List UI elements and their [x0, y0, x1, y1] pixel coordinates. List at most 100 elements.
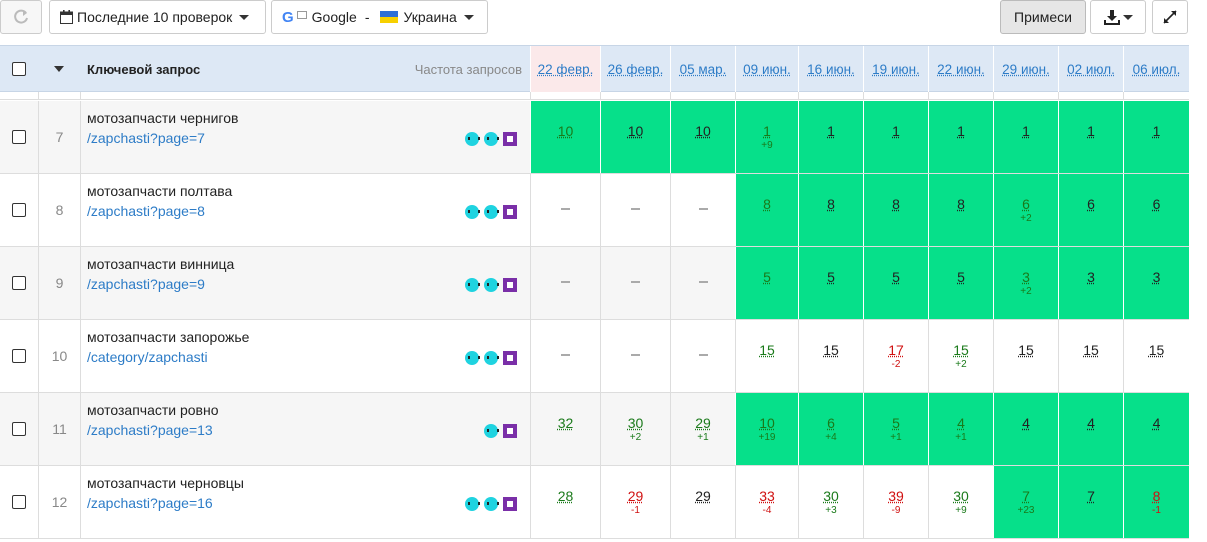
position-cell[interactable]: 4 +1 — [928, 393, 993, 465]
frequency-header[interactable]: Частота запросов — [414, 61, 522, 77]
serp-feature-icon[interactable] — [484, 205, 499, 219]
position-cell[interactable]: 4 — [1123, 393, 1189, 465]
date-column-header[interactable]: 19 июн. — [863, 46, 928, 92]
row-checkbox[interactable] — [12, 276, 26, 290]
position-cell[interactable]: 7 +23 — [993, 466, 1058, 538]
position-cell[interactable]: 1 — [863, 101, 928, 173]
position-cell[interactable]: 5 — [863, 247, 928, 319]
landing-url-link[interactable]: /zapchasti?page=16 — [87, 495, 213, 511]
date-column-header[interactable]: 22 июн. — [928, 46, 993, 92]
position-cell[interactable]: 30 +2 — [600, 393, 670, 465]
serp-feature-icon[interactable] — [484, 424, 499, 438]
position-cell[interactable]: 29 — [670, 466, 735, 538]
snippet-square-icon[interactable] — [503, 205, 517, 219]
landing-url-link[interactable]: /zapchasti?page=7 — [87, 130, 205, 146]
position-cell[interactable]: 8 -1 — [1123, 466, 1189, 538]
serp-feature-icon[interactable] — [484, 132, 499, 146]
serp-feature-icon[interactable] — [465, 278, 480, 292]
position-cell[interactable]: 15 — [798, 320, 863, 392]
date-column-header[interactable]: 22 февр. — [530, 46, 600, 92]
select-all-checkbox[interactable] — [12, 62, 26, 76]
serp-feature-icon[interactable] — [484, 278, 499, 292]
mixes-button[interactable]: Примеси — [1000, 0, 1086, 34]
date-column-header[interactable]: 05 мар. — [670, 46, 735, 92]
position-cell[interactable]: 5 — [928, 247, 993, 319]
position-cell[interactable]: 8 — [798, 174, 863, 246]
row-checkbox[interactable] — [12, 130, 26, 144]
snippet-square-icon[interactable] — [503, 424, 517, 438]
position-cell[interactable]: 39 -9 — [863, 466, 928, 538]
serp-feature-icon[interactable] — [484, 497, 499, 511]
position-cell[interactable]: 29 -1 — [600, 466, 670, 538]
date-column-header[interactable]: 09 июн. — [735, 46, 798, 92]
landing-url-link[interactable]: /zapchasti?page=9 — [87, 276, 205, 292]
snippet-square-icon[interactable] — [503, 497, 517, 511]
position-cell[interactable]: 17 -2 — [863, 320, 928, 392]
position-cell[interactable] — [530, 174, 600, 246]
position-cell[interactable]: 1 — [1123, 101, 1189, 173]
position-cell[interactable]: 8 — [863, 174, 928, 246]
position-cell[interactable]: 15 — [735, 320, 798, 392]
position-cell[interactable]: 5 +1 — [863, 393, 928, 465]
position-cell[interactable]: 32 — [530, 393, 600, 465]
position-cell[interactable] — [600, 174, 670, 246]
position-cell[interactable]: 1 +9 — [735, 101, 798, 173]
position-cell[interactable]: 3 — [1058, 247, 1123, 319]
period-dropdown[interactable]: Последние 10 проверок — [49, 0, 266, 34]
position-cell[interactable] — [600, 247, 670, 319]
position-cell[interactable] — [530, 320, 600, 392]
serp-feature-icon[interactable] — [465, 497, 480, 511]
position-cell[interactable]: 15 — [1123, 320, 1189, 392]
position-cell[interactable] — [670, 247, 735, 319]
position-cell[interactable]: 4 — [993, 393, 1058, 465]
row-checkbox[interactable] — [12, 422, 26, 436]
sort-toggle[interactable] — [38, 46, 80, 92]
position-cell[interactable] — [670, 174, 735, 246]
keyword-header[interactable]: Ключевой запрос — [87, 61, 201, 77]
position-cell[interactable] — [600, 320, 670, 392]
snippet-square-icon[interactable] — [503, 278, 517, 292]
position-cell[interactable]: 7 — [1058, 466, 1123, 538]
position-cell[interactable]: 4 — [1058, 393, 1123, 465]
position-cell[interactable]: 1 — [798, 101, 863, 173]
position-cell[interactable]: 3 — [1123, 247, 1189, 319]
position-cell[interactable]: 30 +9 — [928, 466, 993, 538]
row-checkbox[interactable] — [12, 349, 26, 363]
position-cell[interactable]: 5 — [798, 247, 863, 319]
position-cell[interactable]: 15 — [1058, 320, 1123, 392]
position-cell[interactable] — [670, 320, 735, 392]
date-column-header[interactable]: 29 июн. — [993, 46, 1058, 92]
position-cell[interactable]: 6 — [1058, 174, 1123, 246]
date-column-header[interactable]: 06 июл. — [1123, 46, 1189, 92]
position-cell[interactable]: 28 — [530, 466, 600, 538]
snippet-square-icon[interactable] — [503, 351, 517, 365]
position-cell[interactable]: 6 +4 — [798, 393, 863, 465]
position-cell[interactable] — [530, 247, 600, 319]
serp-feature-icon[interactable] — [465, 351, 480, 365]
position-cell[interactable]: 3 +2 — [993, 247, 1058, 319]
engine-region-dropdown[interactable]: G Google - Украина — [271, 0, 488, 34]
position-cell[interactable]: 30 +3 — [798, 466, 863, 538]
refresh-button[interactable] — [0, 0, 42, 34]
date-column-header[interactable]: 02 июл. — [1058, 46, 1123, 92]
position-cell[interactable]: 15 — [993, 320, 1058, 392]
position-cell[interactable]: 10 — [530, 101, 600, 173]
landing-url-link[interactable]: /category/zapchasti — [87, 349, 208, 365]
position-cell[interactable]: 15 +2 — [928, 320, 993, 392]
position-cell[interactable]: 10 — [600, 101, 670, 173]
position-cell[interactable]: 1 — [993, 101, 1058, 173]
position-cell[interactable]: 8 — [928, 174, 993, 246]
date-column-header[interactable]: 16 июн. — [798, 46, 863, 92]
landing-url-link[interactable]: /zapchasti?page=13 — [87, 422, 213, 438]
position-cell[interactable]: 6 +2 — [993, 174, 1058, 246]
fullscreen-button[interactable] — [1152, 0, 1188, 34]
position-cell[interactable]: 5 — [735, 247, 798, 319]
position-cell[interactable]: 10 — [670, 101, 735, 173]
serp-feature-icon[interactable] — [484, 351, 499, 365]
date-column-header[interactable]: 26 февр. — [600, 46, 670, 92]
position-cell[interactable]: 29 +1 — [670, 393, 735, 465]
serp-feature-icon[interactable] — [465, 205, 480, 219]
position-cell[interactable]: 8 — [735, 174, 798, 246]
position-cell[interactable]: 33 -4 — [735, 466, 798, 538]
landing-url-link[interactable]: /zapchasti?page=8 — [87, 203, 205, 219]
